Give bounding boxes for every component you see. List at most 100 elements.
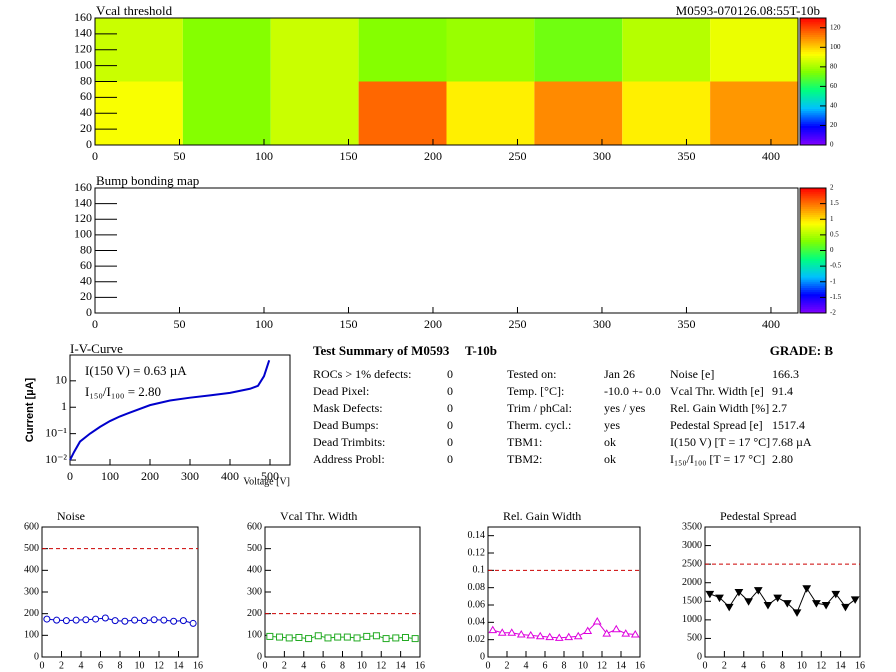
plot-frame (69, 354, 291, 466)
colorbar-band (800, 190, 826, 193)
y-tick-label: 0 (86, 305, 92, 319)
summary-label: Pedestal Spread [e] (670, 418, 763, 432)
colorbar-band (800, 298, 826, 301)
colorbar-band (800, 194, 826, 197)
colorbar-band (800, 235, 826, 239)
marker (792, 609, 802, 617)
x-axis-label: Voltage [V] (243, 476, 290, 487)
colorbar-band (800, 233, 826, 237)
x-tick-label: 0 (92, 317, 98, 331)
colorbar-band (800, 56, 826, 59)
x-tick-label: 300 (593, 149, 611, 163)
x-tick-label: 100 (255, 149, 273, 163)
y-tick-label: 0 (34, 651, 39, 662)
colorbar-band (800, 79, 826, 82)
colorbar-band (800, 22, 826, 25)
colorbar-band (800, 41, 826, 44)
marker (150, 616, 158, 624)
colorbar-band (800, 306, 826, 310)
colorbar-band (800, 132, 826, 135)
x-tick-label: 12 (376, 660, 386, 671)
colorbar-band (800, 20, 826, 23)
marker (334, 633, 342, 641)
y-tick-label: 600 (247, 521, 262, 532)
chart-title: I-V-Curve (70, 341, 123, 356)
colorbar-band (800, 200, 826, 204)
x-tick-label: 250 (508, 317, 526, 331)
colorbar-label: 1 (830, 215, 834, 223)
heat-cell (534, 81, 623, 145)
y-tick-label: 40 (80, 105, 92, 119)
marker (62, 617, 70, 625)
summary-label: Address Probl: (313, 452, 385, 466)
summary-value: 0 (447, 452, 453, 466)
colorbar-band (800, 302, 826, 306)
marker (705, 590, 715, 599)
colorbar-band (800, 142, 826, 146)
y-tick-label: 500 (24, 543, 39, 554)
colorbar-band (800, 119, 826, 123)
x-tick-label: 350 (677, 317, 695, 331)
colorbar-band (800, 296, 826, 299)
x-tick-label: 14 (616, 660, 626, 671)
y-tick-label: 400 (24, 565, 39, 576)
x-tick-label: 2 (505, 660, 510, 671)
colorbar-band (800, 281, 826, 285)
colorbar-band (800, 277, 826, 281)
marker (285, 634, 293, 642)
colorbar-band (800, 130, 826, 133)
colorbar-band (800, 26, 826, 30)
colorbar-band (800, 85, 826, 89)
y-tick-label: 0 (257, 651, 262, 662)
colorbar-band (800, 229, 826, 233)
colorbar-band (800, 204, 826, 208)
colorbar-band (800, 231, 826, 235)
colorbar-label: 120 (830, 23, 841, 31)
colorbar-band (800, 92, 826, 95)
colorbar-label: 2 (830, 184, 834, 192)
colorbar-band (800, 117, 826, 121)
colorbar-band (800, 37, 826, 40)
y-tick-label: 80 (80, 242, 92, 256)
colorbar-band (800, 140, 826, 144)
marker (802, 585, 812, 593)
heat-cell (710, 81, 798, 145)
marker (850, 596, 860, 604)
colorbar-band (800, 123, 826, 127)
marker (82, 616, 90, 624)
y-tick-label: 500 (247, 543, 262, 554)
colorbar-band (800, 267, 826, 270)
y-tick-label: 200 (247, 608, 262, 619)
marker (266, 632, 274, 640)
colorbar-band (800, 290, 826, 293)
summary-value: 7.68 µA (772, 435, 812, 449)
colorbar-band (800, 73, 826, 76)
chart-title: Vcal Thr. Width (280, 509, 357, 523)
colorbar-band (800, 285, 826, 289)
chart-title: Rel. Gain Width (503, 509, 581, 523)
marker (507, 628, 517, 636)
colorbar-band (800, 265, 826, 268)
summary-label: Noise [e] (670, 367, 714, 381)
x-tick-label: 6 (761, 660, 766, 671)
marker (573, 631, 583, 640)
heat-cell (710, 18, 798, 82)
marker (343, 633, 351, 641)
data-line (269, 635, 416, 640)
heat-cell (534, 18, 623, 82)
x-tick-label: 6 (98, 660, 103, 671)
x-tick-label: 12 (816, 660, 826, 671)
colorbar-band (800, 248, 826, 251)
marker (392, 634, 400, 642)
summary-value: 0 (447, 401, 453, 415)
marker (497, 628, 507, 636)
colorbar-band (800, 89, 826, 93)
colorbar-band (800, 258, 826, 262)
summary-module: T-10b (465, 343, 497, 358)
y-tick-label: 0.08 (468, 582, 486, 593)
annotation: I(150 V) = 0.63 µA (85, 363, 187, 378)
colorbar-band (800, 68, 826, 72)
colorbar-band (800, 34, 826, 38)
y-tick-label: 0 (480, 651, 485, 662)
marker (535, 631, 545, 640)
